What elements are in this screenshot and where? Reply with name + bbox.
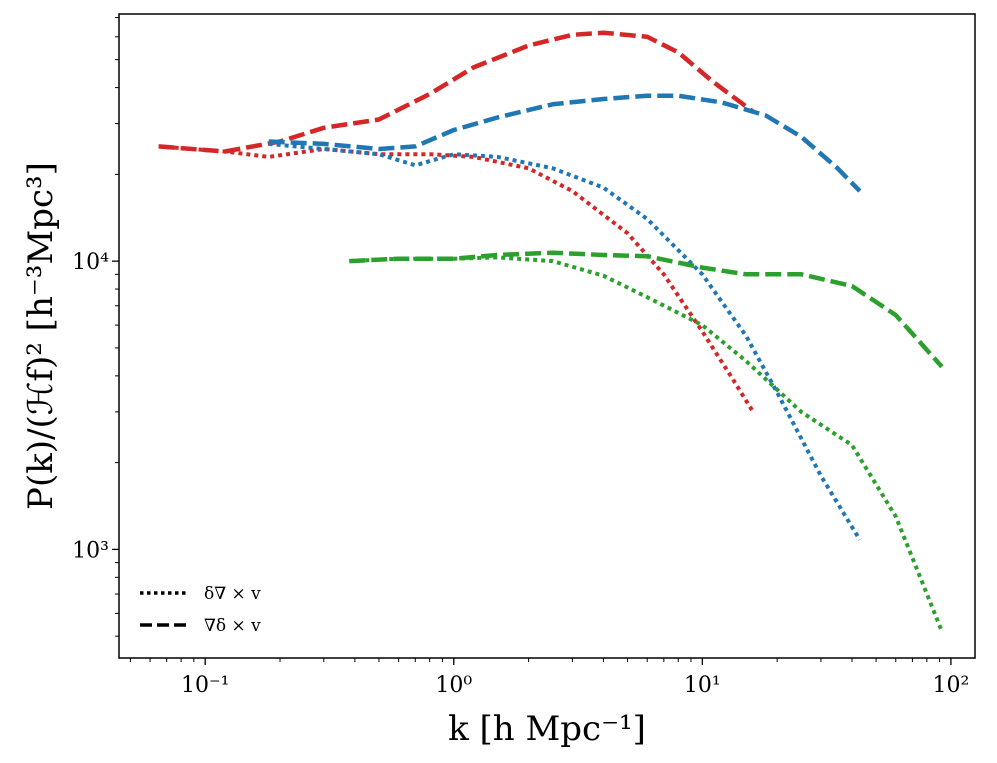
x-tick-label: 10¹ xyxy=(684,673,721,698)
plot-frame xyxy=(118,13,976,659)
x-tick-label: 10⁰ xyxy=(435,673,472,698)
x-axis-label: k [h Mpc⁻¹] xyxy=(448,709,646,749)
legend-dotted-label: δ∇ × v xyxy=(204,584,261,604)
y-tick-label: 10³ xyxy=(72,538,109,563)
series-line-red-dashed xyxy=(158,30,755,154)
x-tick-label: 10² xyxy=(932,673,969,698)
series-line-red-dotted xyxy=(158,144,755,413)
series-line-green-dotted xyxy=(349,255,944,633)
series-layer xyxy=(158,30,944,633)
legend-dashed-label: ∇δ × v xyxy=(204,616,261,636)
major-ticks xyxy=(112,260,952,665)
y-tick-label: 10⁴ xyxy=(72,250,109,275)
series-line-blue-dashed xyxy=(268,93,862,193)
minor-ticks xyxy=(115,17,941,662)
x-tick-label: 10⁻¹ xyxy=(181,673,229,698)
tick-labels: 10⁻¹ 10⁰ 10¹ 10² 10³ 10⁴ xyxy=(72,250,969,698)
y-axis-label: P(k)/(ℋf)² [h⁻³Mpc³] xyxy=(21,162,61,510)
series-line-blue-dotted xyxy=(268,141,862,541)
legend: δ∇ × v ∇δ × v xyxy=(140,584,261,636)
series-line-green-dashed xyxy=(349,250,944,369)
